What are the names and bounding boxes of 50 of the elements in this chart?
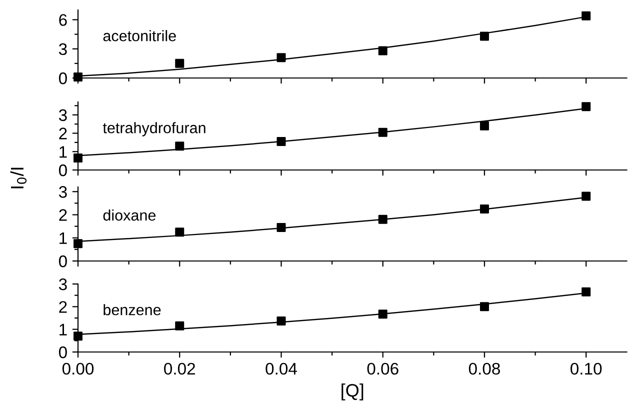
point (74, 154, 82, 163)
y-tick-label: 1 (60, 324, 67, 336)
x-tick-label: 0.06 (367, 362, 398, 375)
y-tick-label: 2 (59, 128, 67, 140)
point (276, 316, 286, 326)
y-tick-label: 2 (59, 209, 67, 221)
point (480, 302, 489, 312)
point (276, 222, 286, 232)
y-tick-label: 3 (58, 278, 67, 290)
annotation: benzene (104, 304, 161, 316)
x-tick-label: 0.10 (570, 362, 602, 375)
y-axis-title: I$_{0}$/I (10, 168, 27, 188)
point (378, 214, 388, 224)
annotation: tetrahydrofuran (102, 122, 206, 136)
point (378, 128, 388, 137)
point (175, 228, 184, 237)
point (582, 102, 591, 112)
y-tick-label: 0 (58, 164, 67, 176)
point (276, 53, 286, 62)
y-tick-label: 3 (58, 109, 67, 122)
x-tick-label: 0.08 (468, 362, 500, 375)
x-tick-label: 0.04 (266, 362, 297, 375)
annotation: acetonitrile (103, 30, 176, 42)
point (276, 137, 286, 146)
point (480, 32, 489, 41)
y-tick-label: 0 (58, 72, 67, 84)
point (175, 58, 184, 68)
y-tick-label: 0 (58, 255, 67, 268)
point (378, 46, 388, 56)
y-tick-label: 1 (60, 146, 67, 158)
point (74, 239, 82, 248)
y-tick-label: 6 (59, 14, 67, 26)
y-tick-label: 2 (59, 301, 67, 313)
point (480, 204, 489, 214)
y-tick-label: 3 (58, 186, 67, 198)
x-axis-title: [Q] (342, 384, 364, 400)
point (378, 310, 388, 319)
y-tick-label: 0 (58, 346, 67, 358)
point (480, 121, 489, 130)
point (582, 287, 591, 296)
x-tick-label: 0.00 (62, 362, 94, 375)
x-tick-label: 0.02 (164, 362, 196, 375)
point (582, 11, 591, 20)
point (582, 192, 591, 201)
y-tick-label: 1 (60, 232, 67, 244)
y-tick-label: 3 (58, 43, 67, 56)
point (175, 142, 184, 151)
point (74, 332, 82, 341)
annotation: dioxane (103, 209, 156, 221)
point (175, 321, 184, 330)
